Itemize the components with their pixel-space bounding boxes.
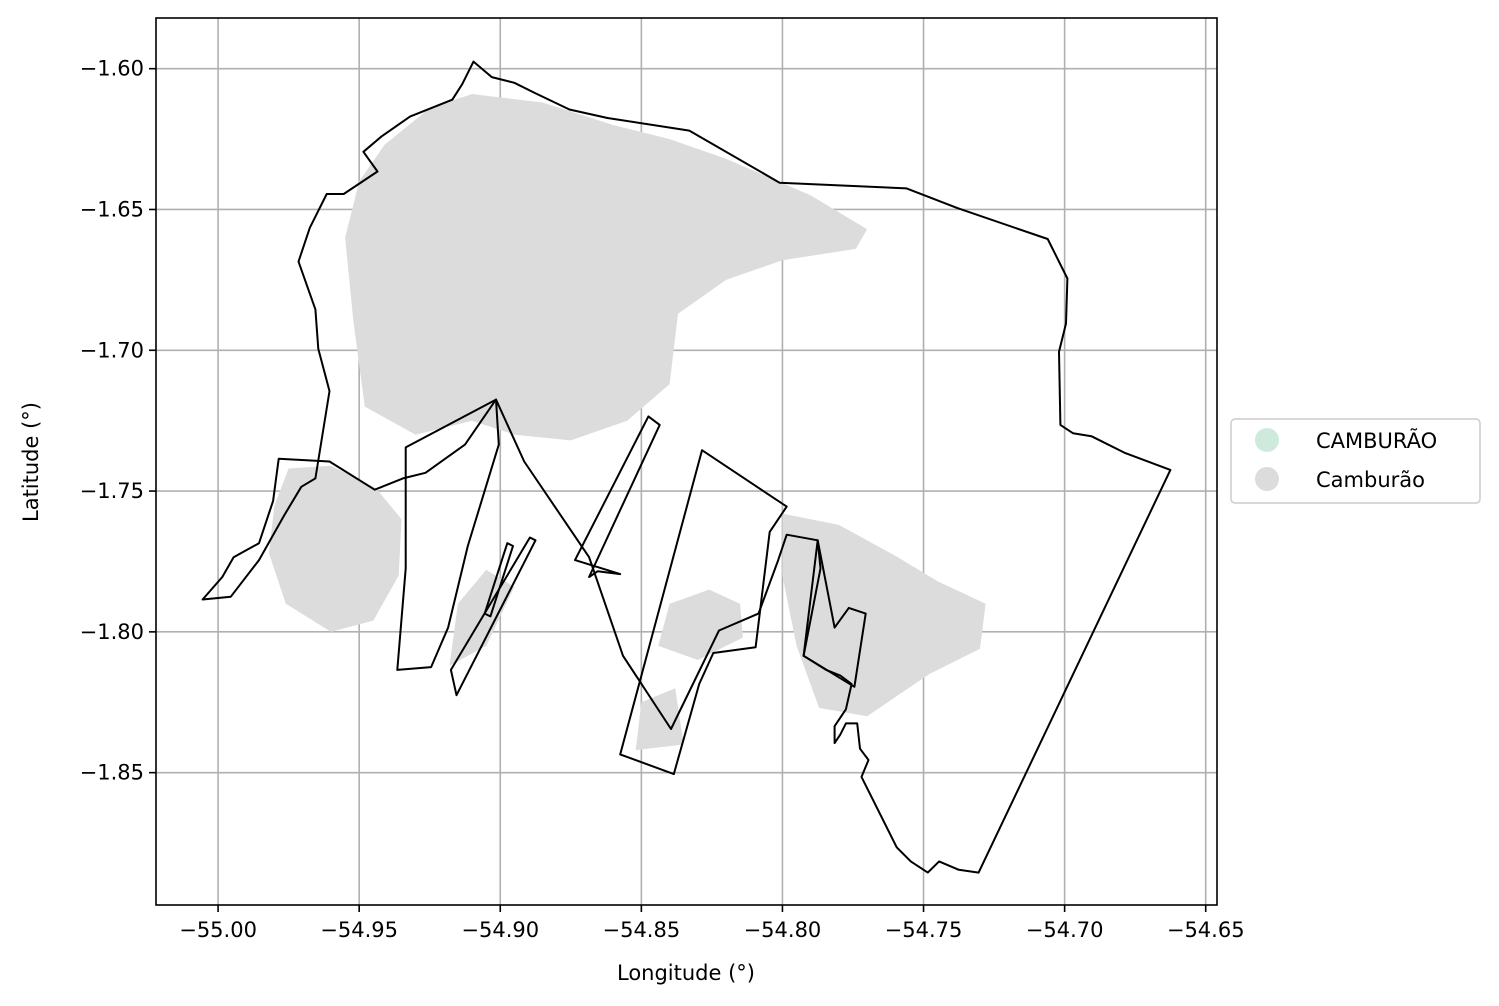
x-tick-label-4: −54.80	[744, 918, 822, 942]
y-tick-label-1: −1.65	[80, 197, 144, 221]
y-tick-label-5: −1.85	[80, 761, 144, 785]
sub-polygon-3	[574, 415, 661, 578]
shaded-region-3	[658, 589, 743, 660]
legend-label-lower: Camburão	[1316, 468, 1425, 492]
y-axis-label: Latitude (°)	[19, 402, 43, 522]
y-tick-label-3: −1.75	[80, 479, 144, 503]
plot-frame	[155, 17, 1218, 906]
x-tick-label-2: −54.90	[461, 918, 539, 942]
x-tick-label-7: −54.65	[1167, 918, 1245, 942]
x-tick-label-1: −54.95	[320, 918, 398, 942]
x-axis-label: Longitude (°)	[617, 961, 755, 985]
shaded-region-4	[635, 688, 684, 751]
x-axis-ticks: −55.00 −54.95 −54.90 −54.85 −54.80 −54.75 −54.…	[179, 905, 1245, 942]
legend-frame	[1230, 418, 1481, 504]
x-tick-label-3: −54.85	[602, 918, 680, 942]
legend-marker-lower	[1255, 467, 1279, 491]
y-axis-ticks: −1.60 −1.65 −1.70 −1.75 −1.80 −1.85	[80, 57, 156, 785]
y-tick-label-4: −1.80	[80, 620, 144, 644]
x-tick-label-5: −54.75	[885, 918, 963, 942]
shaded-region-2	[782, 513, 986, 717]
sub-polygon-0	[396, 398, 500, 671]
sub-polygon-5	[802, 539, 867, 688]
shaded-region-1	[268, 465, 402, 632]
sub-polygon-4	[619, 449, 788, 776]
y-tick-label-0: −1.60	[80, 57, 144, 81]
boundary-layer	[201, 60, 1172, 874]
built-area-layer	[268, 94, 986, 751]
shaded-region-0	[345, 94, 868, 441]
y-tick-label-2: −1.70	[80, 338, 144, 362]
x-tick-label-0: −55.00	[179, 918, 257, 942]
sub-polygon-1	[449, 536, 537, 697]
boundary-outline	[201, 60, 1172, 874]
x-tick-label-6: −54.70	[1026, 918, 1104, 942]
sub-polygon-2	[483, 542, 514, 618]
legend-label-upper: CAMBURÃO	[1316, 427, 1437, 453]
legend-marker-upper	[1255, 428, 1279, 452]
legend: CAMBURÃO Camburão	[1230, 418, 1481, 504]
